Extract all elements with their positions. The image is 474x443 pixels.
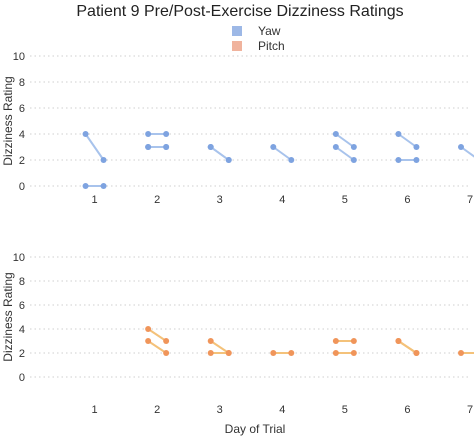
- yaw-pre-point: [145, 144, 152, 150]
- yaw-post-point: [163, 131, 170, 137]
- yaw-y-tick-label: 4: [19, 129, 25, 141]
- yaw-pre-point: [458, 144, 464, 150]
- legend-swatch-yaw: [232, 26, 242, 36]
- yaw-post-point: [350, 144, 357, 150]
- pitch-post-point: [413, 350, 420, 356]
- yaw-x-tick-label: 7: [467, 194, 473, 206]
- yaw-post-point: [225, 157, 232, 163]
- yaw-post-point: [288, 157, 295, 163]
- legend-label-yaw: Yaw: [258, 24, 281, 38]
- pitch-pre-point: [207, 350, 214, 356]
- pitch-post-point: [350, 338, 357, 344]
- pitch-pre-point: [145, 338, 152, 344]
- yaw-post-point: [413, 144, 420, 150]
- yaw-pre-point: [395, 131, 402, 137]
- pitch-pre-point: [332, 350, 339, 356]
- yaw-post-point: [413, 157, 420, 163]
- yaw-pair-line: [460, 146, 474, 158]
- pitch-y-tick-label: 10: [13, 252, 25, 264]
- pitch-y-tick-label: 4: [19, 324, 25, 336]
- pitch-post-point: [163, 338, 170, 344]
- pitch-pair-line: [147, 340, 168, 354]
- yaw-pre-point: [82, 183, 89, 189]
- yaw-x-tick-label: 6: [404, 194, 410, 206]
- yaw-pre-point: [332, 131, 339, 137]
- pitch-y-tick-label: 0: [19, 372, 25, 384]
- yaw-pair-line: [84, 133, 105, 161]
- legend-label-pitch: Pitch: [258, 39, 285, 53]
- yaw-pre-point: [145, 131, 152, 137]
- pitch-post-point: [288, 350, 295, 356]
- pitch-y-tick-label: 8: [19, 276, 25, 288]
- pitch-pair-line: [397, 340, 418, 354]
- yaw-pair-line: [334, 133, 355, 148]
- chart-title: Patient 9 Pre/Post-Exercise Dizziness Ra…: [76, 3, 403, 20]
- yaw-y-tick-label: 2: [19, 155, 25, 167]
- yaw-x-tick-label: 4: [279, 194, 285, 206]
- yaw-post-point: [100, 183, 107, 189]
- x-axis-label: Day of Trial: [225, 422, 286, 436]
- pitch-pair-line: [209, 340, 230, 354]
- pitch-x-tick-label: 2: [154, 404, 160, 416]
- yaw-pair-line: [209, 146, 230, 161]
- yaw-pre-point: [332, 144, 339, 150]
- pitch-y-tick-label: 2: [19, 348, 25, 360]
- pitch-y-axis-label: Dizziness Rating: [1, 272, 15, 361]
- pitch-pre-point: [145, 326, 152, 332]
- yaw-pre-point: [207, 144, 214, 150]
- yaw-pre-point: [270, 144, 277, 150]
- pitch-post-point: [350, 350, 357, 356]
- yaw-post-point: [350, 157, 357, 163]
- pitch-pre-point: [458, 350, 464, 356]
- pitch-pre-point: [270, 350, 277, 356]
- pitch-x-tick-label: 3: [217, 404, 223, 416]
- yaw-x-tick-label: 1: [92, 194, 98, 206]
- pitch-x-tick-label: 6: [404, 404, 410, 416]
- pitch-x-tick-label: 4: [279, 404, 285, 416]
- pitch-pre-point: [332, 338, 339, 344]
- pitch-x-tick-label: 7: [467, 404, 473, 416]
- yaw-post-point: [100, 157, 107, 163]
- yaw-y-tick-label: 6: [19, 103, 25, 115]
- pitch-post-point: [163, 350, 170, 356]
- pitch-pair-line: [147, 328, 168, 342]
- pitch-pre-point: [395, 338, 402, 344]
- yaw-post-point: [163, 144, 170, 150]
- yaw-y-tick-label: 0: [19, 181, 25, 193]
- pitch-pre-point: [207, 338, 214, 344]
- yaw-x-tick-label: 5: [342, 194, 348, 206]
- yaw-x-tick-label: 3: [217, 194, 223, 206]
- pitch-post-point: [225, 350, 232, 356]
- yaw-pair-line: [272, 146, 293, 161]
- legend: Yaw Pitch: [232, 24, 285, 53]
- pitch-x-tick-label: 5: [342, 404, 348, 416]
- yaw-y-axis-label: Dizziness Rating: [1, 76, 15, 165]
- legend-swatch-pitch: [232, 41, 242, 51]
- yaw-pair-line: [397, 133, 418, 148]
- yaw-y-tick-label: 10: [13, 51, 25, 63]
- pitch-x-tick-label: 1: [92, 404, 98, 416]
- yaw-pair-line: [334, 146, 355, 161]
- yaw-pre-point: [395, 157, 402, 163]
- pitch-y-tick-label: 6: [19, 300, 25, 312]
- yaw-pre-point: [82, 131, 89, 137]
- yaw-y-tick-label: 8: [19, 77, 25, 89]
- yaw-x-tick-label: 2: [154, 194, 160, 206]
